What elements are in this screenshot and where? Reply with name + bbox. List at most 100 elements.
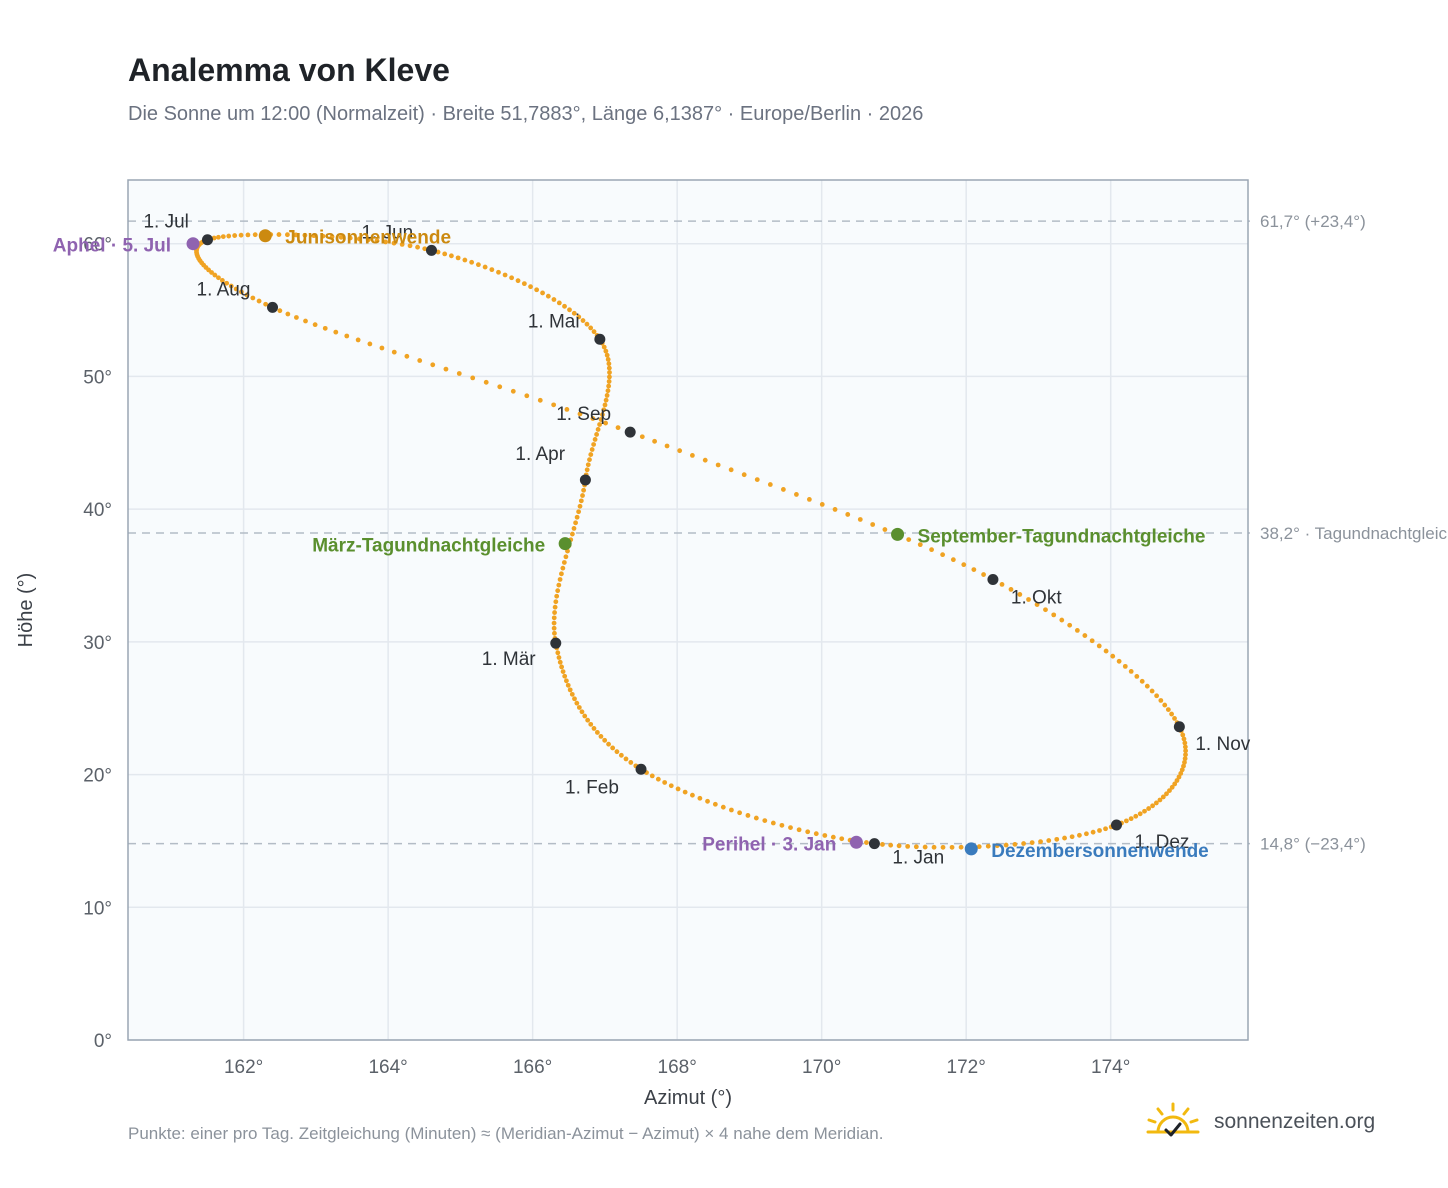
daily-dot <box>606 361 612 367</box>
daily-dot <box>399 241 405 247</box>
x-tick-label: 172° <box>947 1057 986 1078</box>
daily-dot <box>576 705 582 710</box>
daily-dot <box>1167 788 1172 793</box>
daily-dot <box>1142 808 1147 814</box>
brand[interactable]: sonnenzeiten.org <box>1146 1102 1375 1142</box>
daily-dot <box>462 257 468 263</box>
daily-dot <box>655 776 661 782</box>
daily-dot <box>1133 813 1139 819</box>
daily-dot <box>551 297 557 302</box>
month-point <box>624 426 636 438</box>
event-point <box>558 537 572 551</box>
daily-dot <box>779 822 785 828</box>
daily-dot <box>455 255 461 261</box>
daily-dot <box>589 447 595 452</box>
daily-dot <box>1164 791 1169 797</box>
daily-dot <box>509 275 515 281</box>
y-tick-label: 50° <box>83 367 112 388</box>
daily-dot <box>303 318 308 324</box>
daily-dot <box>557 577 563 582</box>
daily-dot <box>762 818 768 823</box>
daily-dot <box>796 827 802 833</box>
daily-dot <box>524 393 530 399</box>
daily-dot <box>564 678 569 684</box>
daily-dot <box>571 310 577 316</box>
daily-dot <box>603 348 609 354</box>
month-point <box>579 474 591 486</box>
daily-dot <box>601 344 607 350</box>
daily-dot <box>1128 816 1134 822</box>
daily-dot <box>1110 653 1116 659</box>
chart-title: Analemma von Kleve <box>128 52 450 88</box>
daily-dot <box>623 756 629 762</box>
event-point <box>258 229 272 243</box>
daily-dot <box>573 520 578 526</box>
daily-dot <box>329 234 335 240</box>
daily-dot <box>668 783 674 789</box>
daily-dot <box>830 834 836 840</box>
daily-dot <box>577 503 583 509</box>
daily-dot <box>584 321 590 327</box>
y-axis-ticks: 0° 10° 20° 30° 40° 50° 60° <box>83 235 112 1052</box>
daily-dot <box>590 416 596 421</box>
month-point <box>267 301 279 313</box>
month-label: 1. Jan <box>892 848 944 869</box>
event-label: Aphel · 5. Jul <box>53 236 171 257</box>
daily-dot <box>600 412 605 418</box>
month-point <box>550 637 562 649</box>
daily-dot <box>256 298 262 304</box>
daily-dot <box>770 820 776 826</box>
month-point <box>1173 721 1185 733</box>
daily-dot <box>864 840 869 845</box>
daily-dot <box>1103 648 1109 654</box>
daily-dot <box>560 565 566 571</box>
daily-dot <box>715 462 721 468</box>
daily-dot <box>252 232 258 238</box>
daily-dot <box>322 325 328 331</box>
daily-dot <box>442 251 448 257</box>
daily-dot <box>931 844 937 850</box>
daily-dot <box>502 272 508 278</box>
daily-dot <box>1097 828 1102 833</box>
daily-dot <box>1160 794 1166 800</box>
month-label: 1. Mär <box>482 649 537 670</box>
daily-dot <box>929 547 934 553</box>
daily-dot <box>367 341 373 347</box>
daily-dot <box>958 844 964 850</box>
daily-dot <box>1051 612 1057 618</box>
daily-dot <box>610 745 616 751</box>
daily-dot <box>794 492 799 497</box>
daily-dot <box>1139 678 1145 684</box>
daily-dot <box>557 659 563 665</box>
daily-dot <box>344 333 350 339</box>
daily-dot <box>753 815 759 821</box>
daily-dot <box>697 795 703 801</box>
x-tick-label: 168° <box>658 1057 697 1078</box>
daily-dot <box>1062 835 1067 841</box>
daily-dot <box>1046 838 1052 843</box>
month-label: 1. Mai <box>528 311 580 332</box>
daily-dot <box>228 283 234 289</box>
daily-dot <box>603 397 609 403</box>
daily-dot <box>1008 586 1014 592</box>
event-point <box>849 835 863 849</box>
daily-dot <box>950 557 956 563</box>
daily-dot <box>737 810 743 816</box>
daily-dot <box>604 352 610 358</box>
daily-dot <box>675 786 681 792</box>
daily-dot <box>569 531 575 537</box>
daily-dot <box>528 284 533 290</box>
daily-dot <box>606 741 611 747</box>
daily-dot <box>580 318 586 323</box>
x-tick-label: 174° <box>1091 1057 1130 1078</box>
month-point <box>868 838 880 850</box>
daily-dot <box>238 289 244 295</box>
daily-dot <box>1090 829 1096 835</box>
reference-line-label: 61,7° (+23,4°) <box>1260 212 1366 231</box>
daily-dot <box>579 709 585 715</box>
daily-dot <box>576 509 582 515</box>
daily-dot <box>588 721 594 727</box>
daily-dot <box>515 278 521 284</box>
chart-subtitle: Die Sonne um 12:00 (Normalzeit) · Breite… <box>128 103 924 125</box>
daily-dot <box>233 286 239 292</box>
